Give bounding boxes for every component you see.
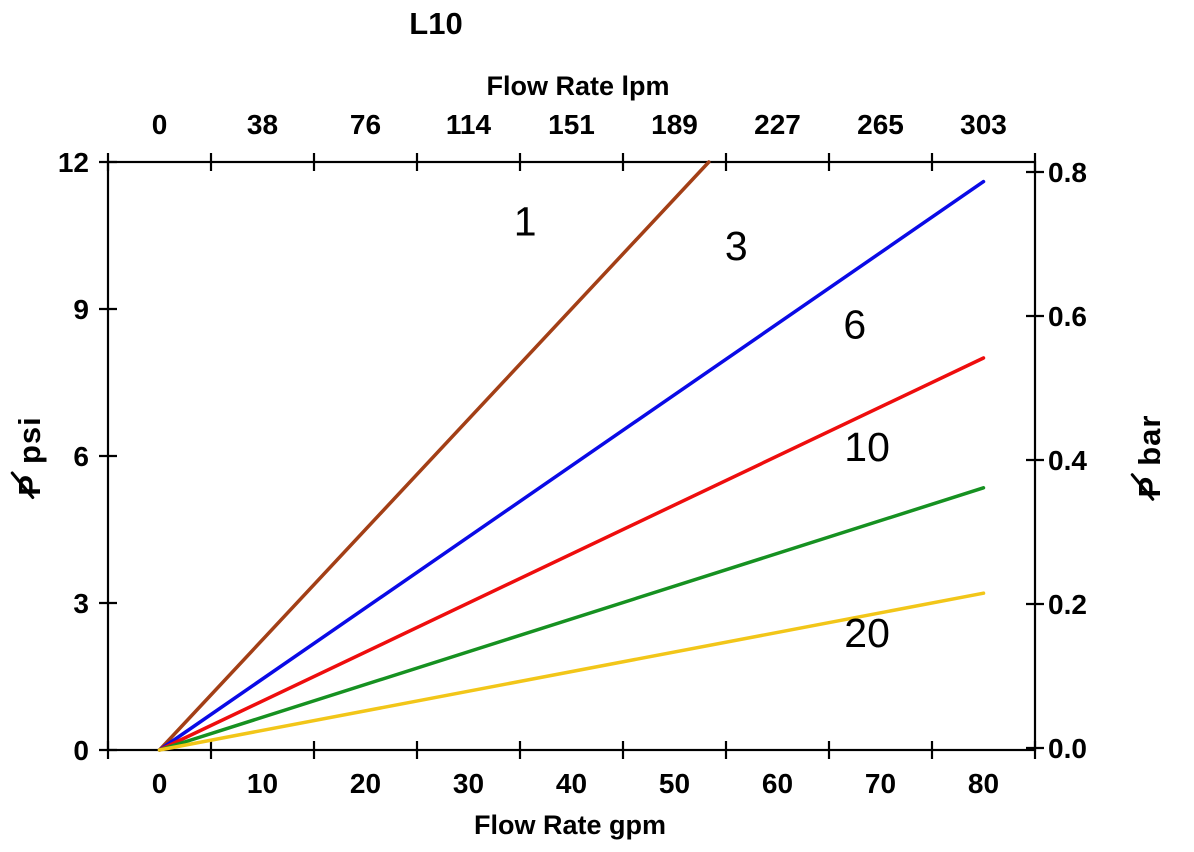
right-tick-label: 0.6 xyxy=(1048,301,1087,332)
series-line-3 xyxy=(157,179,986,752)
left-tick-label: 3 xyxy=(73,588,89,619)
series-line-1 xyxy=(157,160,711,752)
top-tick-label: 227 xyxy=(754,109,801,140)
left-tick-label: 9 xyxy=(73,294,89,325)
chart-title: L10 xyxy=(409,6,463,41)
bottom-tick-label: 20 xyxy=(350,768,381,799)
bottom-tick-label: 40 xyxy=(556,768,587,799)
top-tick-label: 38 xyxy=(247,109,278,140)
series-line-6 xyxy=(157,356,986,752)
bottom-tick-label: 0 xyxy=(152,768,168,799)
bottom-tick-label: 50 xyxy=(659,768,690,799)
series-label-6: 6 xyxy=(843,301,866,347)
right-tick-label: 0.0 xyxy=(1048,733,1087,764)
right-tick-label: 0.8 xyxy=(1048,157,1087,188)
bottom-tick-label: 80 xyxy=(968,768,999,799)
top-tick-label: 76 xyxy=(350,109,381,140)
top-tick-label: 0 xyxy=(152,109,168,140)
right-tick-label: 0.4 xyxy=(1048,445,1087,476)
top-tick-label: 265 xyxy=(857,109,904,140)
left-tick-label: 12 xyxy=(58,147,89,178)
top-tick-label: 189 xyxy=(651,109,698,140)
bottom-tick-label: 70 xyxy=(865,768,896,799)
left-tick-label: 6 xyxy=(73,441,89,472)
left-tick-label: 0 xyxy=(73,735,89,766)
top-tick-label: 151 xyxy=(548,109,595,140)
plot-border xyxy=(106,160,1037,752)
bottom-tick-label: 60 xyxy=(762,768,793,799)
bottom-tick-label: 30 xyxy=(453,768,484,799)
top-tick-label: 303 xyxy=(960,109,1007,140)
bottom-tick-label: 10 xyxy=(247,768,278,799)
series-label-20: 20 xyxy=(844,610,890,656)
series-label-10: 10 xyxy=(844,424,890,470)
series-line-10 xyxy=(157,486,986,752)
top-tick-label: 114 xyxy=(446,109,492,140)
top-axis-title: Flow Rate lpm xyxy=(486,71,670,101)
series-line-20 xyxy=(157,591,986,752)
right-tick-label: 0.2 xyxy=(1048,589,1087,620)
bottom-axis-title: Flow Rate gpm xyxy=(473,810,667,840)
series-label-3: 3 xyxy=(725,223,748,269)
series-label-1: 1 xyxy=(514,199,537,245)
